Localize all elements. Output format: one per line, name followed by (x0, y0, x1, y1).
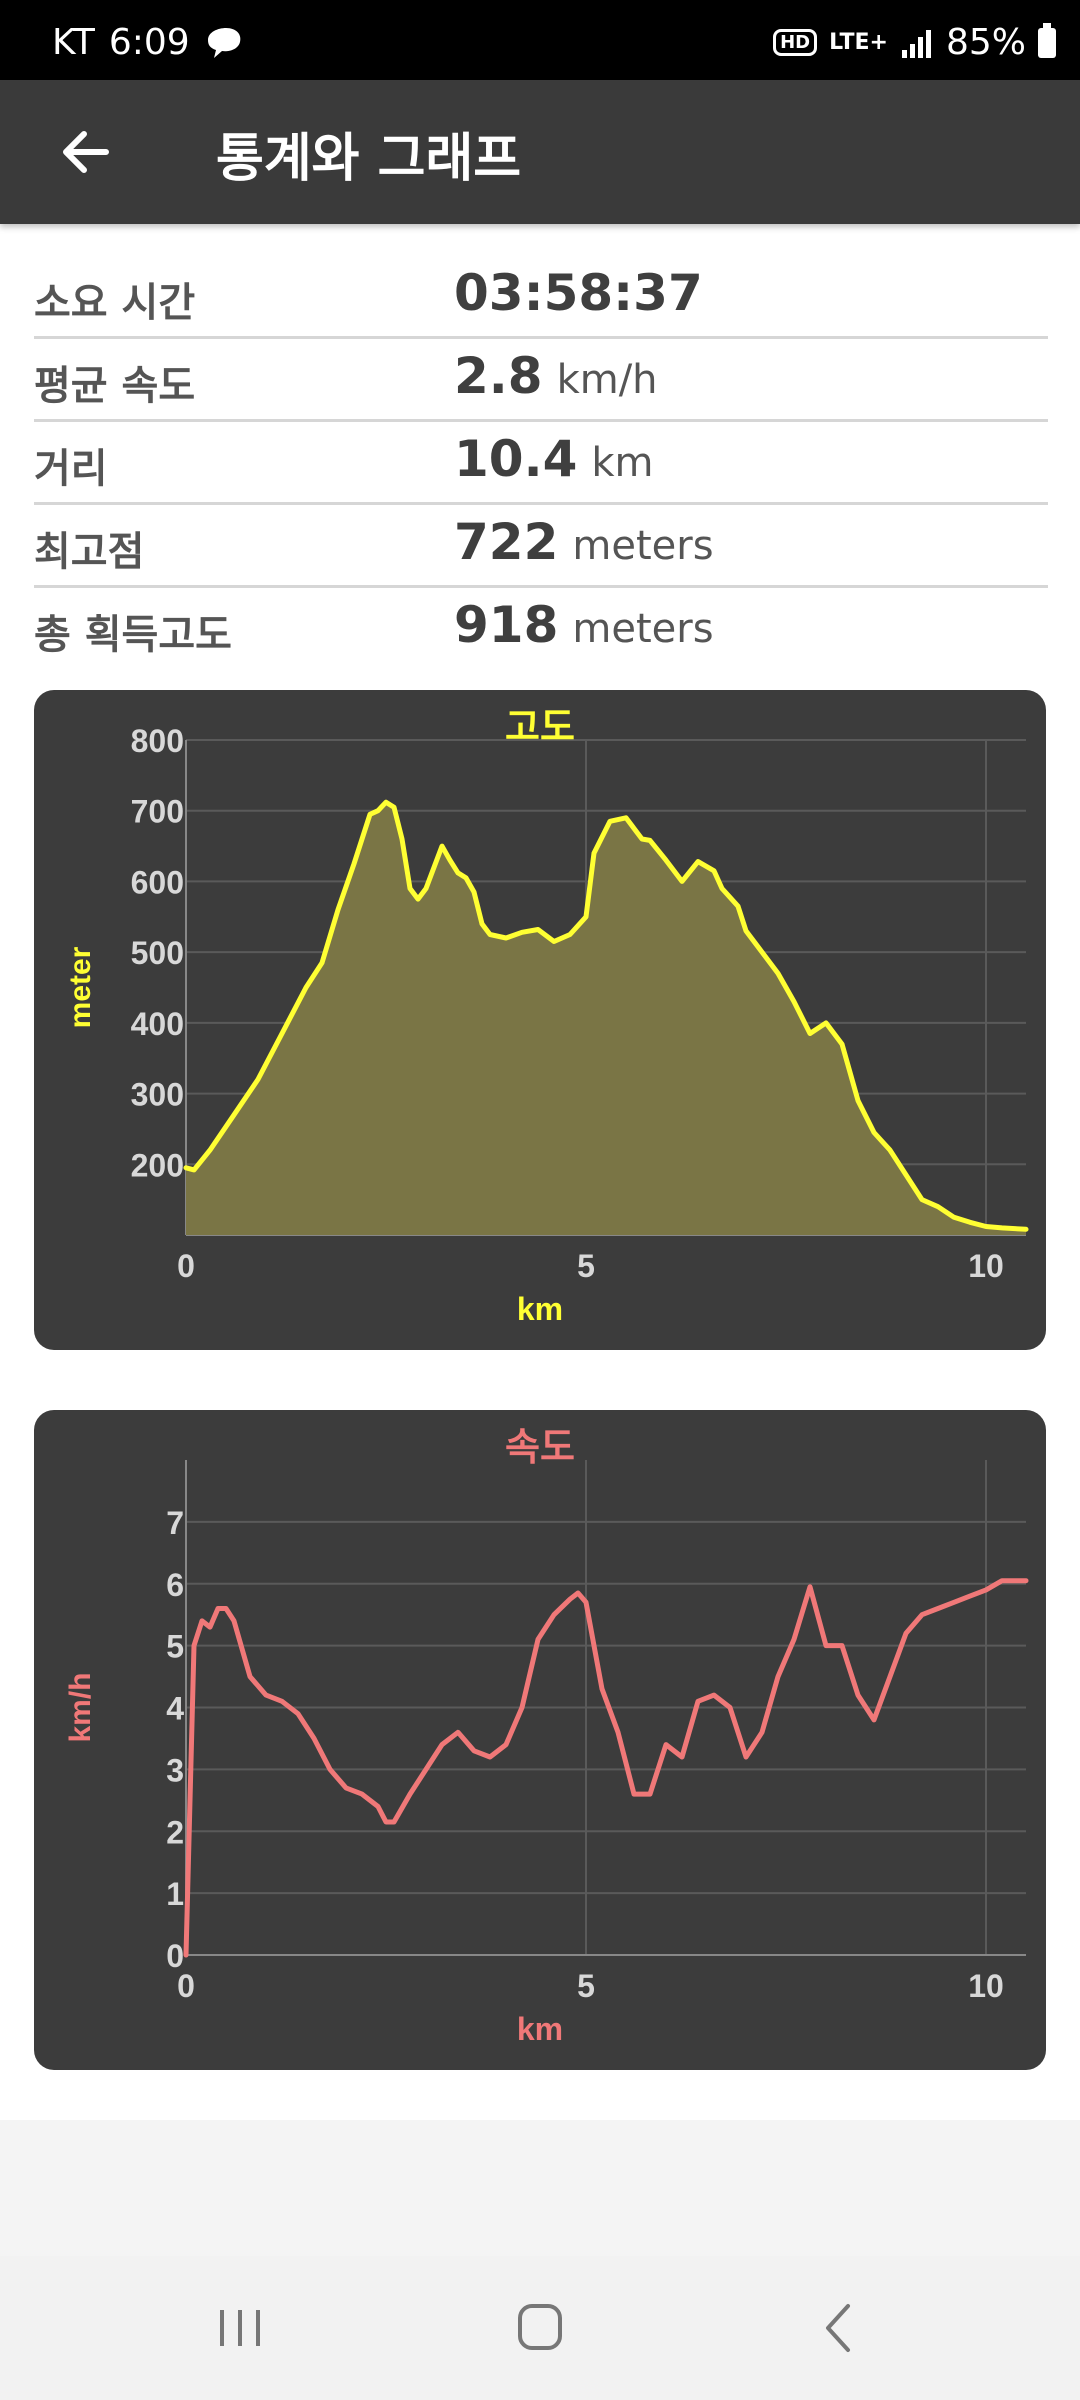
stat-row-avg-speed: 평균 속도 2.8 km/h (34, 339, 1048, 422)
stat-unit: meters (572, 606, 714, 652)
x-tick-label: 0 (177, 1968, 195, 2004)
y-tick-label: 3 (166, 1752, 184, 1788)
x-tick-label: 5 (577, 1248, 595, 1284)
system-nav-bar (0, 2256, 1080, 2400)
signal-icon (901, 29, 931, 58)
hd-voice-badge: HD (773, 29, 818, 56)
stat-unit: meters (572, 523, 714, 569)
y-tick-label: 200 (131, 1147, 184, 1183)
page-title: 통계와 그래프 (216, 129, 522, 189)
stat-value: 722 meters (454, 513, 714, 571)
stat-number: 03:58:37 (454, 264, 703, 322)
battery-percent: 85% (945, 22, 1026, 63)
elevation-area (186, 802, 1026, 1235)
stat-unit: km/h (556, 357, 658, 403)
home-icon[interactable] (500, 2296, 580, 2360)
recents-icon[interactable] (200, 2296, 280, 2360)
stat-row-duration: 소요 시간 03:58:37 (34, 256, 1048, 339)
chart-title: 고도 (505, 705, 575, 749)
y-tick-label: 500 (131, 935, 184, 971)
y-tick-label: 7 (166, 1505, 184, 1541)
y-axis-label: km/h (64, 1672, 97, 1742)
stat-value: 10.4 km (454, 430, 654, 488)
y-tick-label: 2 (166, 1814, 184, 1850)
speed-chart-card: 0 1 2 3 4 5 6 7 0 5 10 속도 km km/h (34, 1410, 1046, 2070)
y-tick-label: 1 (166, 1876, 184, 1912)
carrier-label: KT (52, 22, 95, 63)
stat-row-distance: 거리 10.4 km (34, 422, 1048, 505)
x-axis-label: km (517, 1291, 563, 1327)
elevation-line (183, 799, 1029, 1232)
stat-row-max-elevation: 최고점 722 meters (34, 505, 1048, 588)
content-bottom-padding (0, 2120, 1080, 2260)
arrow-left-icon[interactable] (56, 122, 116, 182)
stat-value: 918 meters (454, 596, 714, 654)
stats-table: 소요 시간 03:58:37 평균 속도 2.8 km/h 거리 10.4 km 최… (34, 256, 1048, 668)
network-type: LTE+ (829, 29, 888, 55)
speed-chart: 0 1 2 3 4 5 6 7 0 5 10 속도 km km/h (64, 1425, 1029, 2047)
y-tick-label: 6 (166, 1567, 184, 1603)
speed-line (183, 1578, 1029, 1958)
stat-label: 소요 시간 (34, 280, 196, 326)
chart-title: 속도 (505, 1425, 575, 1469)
talk-bubble-icon (207, 27, 241, 58)
stat-number: 722 (454, 513, 559, 571)
stat-label: 총 획득고도 (34, 612, 232, 658)
y-tick-label: 700 (131, 794, 184, 830)
stat-number: 918 (454, 596, 559, 654)
y-tick-label: 300 (131, 1077, 184, 1113)
y-tick-label: 0 (166, 1938, 184, 1974)
clock: 6:09 (108, 22, 190, 63)
x-tick-label: 10 (968, 1968, 1004, 2004)
stat-row-elevation-gain: 총 획득고도 918 meters (34, 588, 1048, 668)
stat-number: 2.8 (454, 347, 543, 405)
stat-number: 10.4 (454, 430, 578, 488)
stat-unit: km (591, 440, 654, 486)
stat-label: 거리 (34, 446, 108, 492)
stat-value: 2.8 km/h (454, 347, 658, 405)
stat-label: 최고점 (34, 529, 145, 575)
x-tick-label: 0 (177, 1248, 195, 1284)
y-tick-label: 4 (166, 1691, 184, 1727)
y-tick-label: 600 (131, 864, 184, 900)
status-right: HD LTE+ 85% (773, 22, 1056, 63)
y-tick-label: 400 (131, 1006, 184, 1042)
battery-icon (1038, 22, 1056, 58)
x-tick-label: 5 (577, 1968, 595, 2004)
status-bar: KT 6:09 HD LTE+ 85% (0, 0, 1080, 80)
elevation-chart-card: 200 300 400 500 600 700 800 0 5 10 고도 km meter (34, 690, 1046, 1350)
stat-value: 03:58:37 (454, 264, 703, 322)
y-axis-label: meter (64, 946, 97, 1028)
x-tick-label: 10 (968, 1248, 1004, 1284)
back-chevron-icon[interactable] (800, 2296, 880, 2360)
stat-label: 평균 속도 (34, 363, 196, 409)
status-left: KT 6:09 (52, 22, 244, 63)
elevation-chart: 200 300 400 500 600 700 800 0 5 10 고도 km meter (64, 705, 1029, 1327)
x-axis-label: km (517, 2011, 563, 2047)
y-tick-label: 5 (166, 1629, 184, 1665)
app-bar: 통계와 그래프 (0, 80, 1080, 224)
y-tick-label: 800 (131, 723, 184, 759)
